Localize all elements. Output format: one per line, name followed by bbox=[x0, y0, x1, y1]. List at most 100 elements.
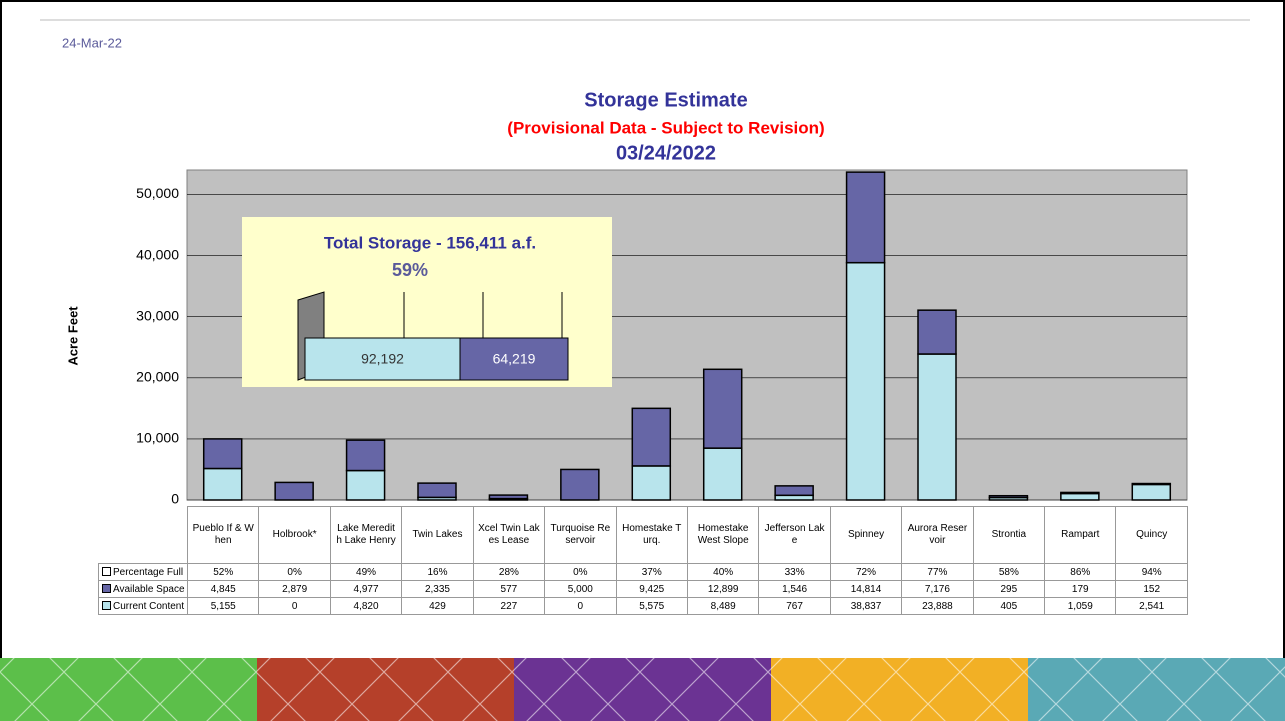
chart-date: 03/24/2022 bbox=[616, 142, 716, 164]
table-value: 37% bbox=[616, 564, 687, 581]
category-label: Spinney bbox=[830, 507, 901, 564]
category-label: Homestake Turq. bbox=[616, 507, 687, 564]
bar-segment bbox=[1132, 484, 1170, 500]
inset-value-label: 92,192 bbox=[361, 351, 404, 367]
category-label: Xcel Twin Lakes Lease bbox=[473, 507, 544, 564]
table-value: 5,575 bbox=[616, 598, 687, 615]
table-value: 14,814 bbox=[830, 581, 901, 598]
inset-value-label: 64,219 bbox=[493, 351, 536, 367]
bar-segment bbox=[1061, 494, 1099, 500]
chart-title: Storage Estimate bbox=[584, 89, 747, 111]
table-value: 58% bbox=[973, 564, 1044, 581]
table-value: 0% bbox=[545, 564, 616, 581]
table-value: 4,845 bbox=[188, 581, 259, 598]
category-label: Jefferson Lake bbox=[759, 507, 830, 564]
bar-segment bbox=[561, 469, 599, 500]
table-value: 2,541 bbox=[1116, 598, 1187, 615]
table-value: 49% bbox=[330, 564, 401, 581]
bar-segment bbox=[847, 263, 885, 500]
bar-segment bbox=[204, 468, 242, 500]
table-value: 12,899 bbox=[687, 581, 758, 598]
table-value: 40% bbox=[687, 564, 758, 581]
category-label: Rampart bbox=[1045, 507, 1116, 564]
page-date: 24-Mar-22 bbox=[62, 35, 122, 50]
category-label: Aurora Reservoir bbox=[902, 507, 973, 564]
table-value: 179 bbox=[1045, 581, 1116, 598]
table-value: 0 bbox=[545, 598, 616, 615]
category-label: Strontia bbox=[973, 507, 1044, 564]
corner-cell bbox=[99, 507, 188, 564]
legend-entry: Percentage Full bbox=[99, 564, 188, 581]
inset-title: Total Storage - 156,411 a.f. bbox=[324, 233, 536, 252]
bar-segment bbox=[204, 439, 242, 469]
legend-label: Current Content bbox=[113, 601, 184, 612]
table-value: 227 bbox=[473, 598, 544, 615]
y-tick-label: 0 bbox=[171, 491, 179, 507]
bar-segment bbox=[347, 440, 385, 470]
table-value: 94% bbox=[1116, 564, 1187, 581]
page: 24-Mar-22 Storage Estimate (Provisional … bbox=[0, 0, 1285, 721]
table-value: 28% bbox=[473, 564, 544, 581]
y-tick-label: 40,000 bbox=[136, 246, 179, 262]
table-value: 405 bbox=[973, 598, 1044, 615]
table-value: 1,546 bbox=[759, 581, 830, 598]
table-value: 1,059 bbox=[1045, 598, 1116, 615]
category-label: Pueblo If & When bbox=[188, 507, 259, 564]
bar-segment bbox=[918, 310, 956, 354]
table-value: 4,820 bbox=[330, 598, 401, 615]
category-label: Quincy bbox=[1116, 507, 1187, 564]
table-value: 4,977 bbox=[330, 581, 401, 598]
bar-segment bbox=[347, 471, 385, 500]
table-value: 2,879 bbox=[259, 581, 330, 598]
legend-swatch bbox=[102, 601, 111, 610]
category-label: Homestake West Slope bbox=[687, 507, 758, 564]
legend-label: Percentage Full bbox=[113, 567, 183, 578]
table-value: 429 bbox=[402, 598, 473, 615]
footer-band bbox=[0, 658, 1285, 721]
table-value: 295 bbox=[973, 581, 1044, 598]
y-tick-label: 20,000 bbox=[136, 368, 179, 384]
table-value: 77% bbox=[902, 564, 973, 581]
bar-segment bbox=[418, 483, 456, 497]
bar-segment bbox=[704, 448, 742, 500]
y-tick-label: 30,000 bbox=[136, 307, 179, 323]
y-tick-label: 10,000 bbox=[136, 430, 179, 446]
table-header: Pueblo If & WhenHolbrook*Lake Meredith L… bbox=[99, 507, 1188, 564]
legend-swatch bbox=[102, 584, 111, 593]
bar-segment bbox=[632, 408, 670, 466]
bar-segment bbox=[489, 495, 527, 499]
table-value: 33% bbox=[759, 564, 830, 581]
bar-segment bbox=[989, 496, 1027, 498]
category-label: Twin Lakes bbox=[402, 507, 473, 564]
table-value: 2,335 bbox=[402, 581, 473, 598]
bar-segment bbox=[704, 369, 742, 448]
bar-segment bbox=[775, 486, 813, 495]
legend-entry: Current Content bbox=[99, 598, 188, 615]
table-value: 5,155 bbox=[188, 598, 259, 615]
table-value: 72% bbox=[830, 564, 901, 581]
table-value: 0 bbox=[259, 598, 330, 615]
bar-segment bbox=[632, 466, 670, 500]
bar-segment bbox=[1132, 484, 1170, 485]
y-tick-label: 50,000 bbox=[136, 185, 179, 201]
table-value: 5,000 bbox=[545, 581, 616, 598]
table-value: 16% bbox=[402, 564, 473, 581]
y-axis-label: Acre Feet bbox=[65, 306, 80, 366]
category-label: Lake Meredith Lake Henry bbox=[330, 507, 401, 564]
table-value: 0% bbox=[259, 564, 330, 581]
table-value: 23,888 bbox=[902, 598, 973, 615]
bar-segment bbox=[918, 354, 956, 500]
legend-entry: Available Space bbox=[99, 581, 188, 598]
table-value: 7,176 bbox=[902, 581, 973, 598]
legend-label: Available Space bbox=[113, 584, 185, 595]
chart-subtitle: (Provisional Data - Subject to Revision) bbox=[507, 118, 824, 137]
table-value: 577 bbox=[473, 581, 544, 598]
table-value: 8,489 bbox=[687, 598, 758, 615]
bar-segment bbox=[847, 172, 885, 263]
inset-percent: 59% bbox=[392, 260, 428, 280]
table-value: 152 bbox=[1116, 581, 1187, 598]
legend-swatch bbox=[102, 567, 111, 576]
bar-segment bbox=[275, 482, 313, 500]
